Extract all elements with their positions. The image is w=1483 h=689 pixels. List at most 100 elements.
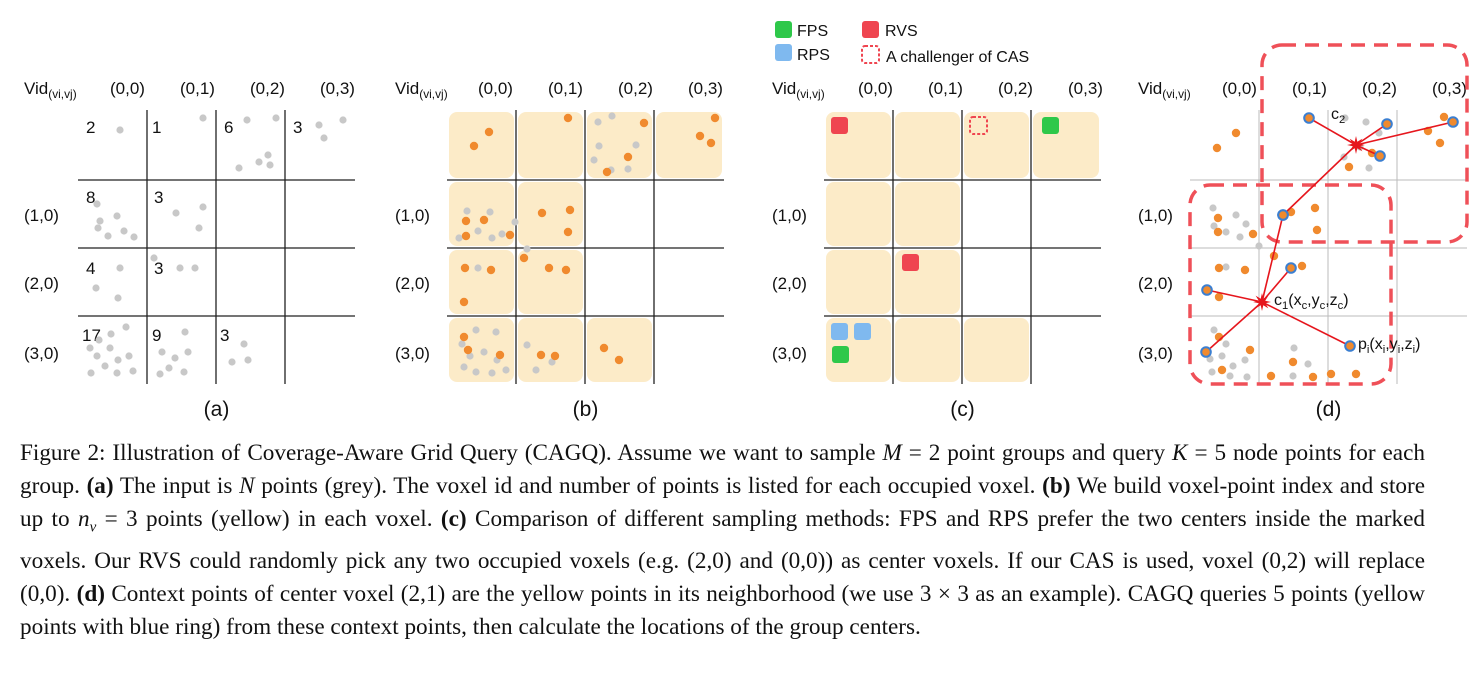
label-pi-part: i [1367, 344, 1370, 356]
grey-point [158, 348, 166, 356]
grey-point [1210, 222, 1218, 230]
grey-point [93, 352, 101, 360]
voxel-count: 3 [154, 188, 163, 207]
yellow-point [623, 152, 633, 162]
yellow-point [519, 253, 529, 263]
vid-header-part: (vi,vj) [796, 87, 824, 101]
label-c2-part: c [1331, 106, 1339, 123]
grey-point [181, 328, 189, 336]
grey-point [180, 368, 188, 376]
grey-point [101, 362, 109, 370]
yellow-point [1245, 345, 1255, 355]
panel-d: Vid(vi,vj) (0,0) (0,1) (0,2) (0,3) (1,0) (2,0… [1138, 79, 1467, 421]
grey-point [458, 340, 466, 348]
grey-point [92, 284, 100, 292]
voxel-count: 4 [86, 259, 95, 278]
yellow-point [1308, 372, 1318, 382]
grey-point [472, 326, 480, 334]
legend-cas-label: A challenger of CAS [886, 49, 1029, 66]
grey-point [624, 165, 632, 173]
yellow-point [563, 113, 573, 123]
rvs-marker [831, 117, 848, 134]
yellow-point [461, 216, 471, 226]
query-point [1285, 262, 1297, 274]
grey-point [460, 363, 468, 371]
query-line [1261, 301, 1351, 347]
grey-point [339, 116, 347, 124]
yellow-point [1326, 369, 1336, 379]
caption-bold-a: (a) [86, 473, 114, 499]
label-c1-part: c [1302, 300, 1308, 312]
grey-point [1304, 360, 1312, 368]
voxel-count: 3 [293, 118, 302, 137]
yellow-point [1351, 369, 1361, 379]
grey-point [104, 232, 112, 240]
yellow-point [639, 118, 649, 128]
vid-header-part: Vid [1138, 79, 1162, 98]
grey-point [1222, 340, 1230, 348]
grey-point [116, 264, 124, 272]
voxel-cell [895, 112, 960, 178]
grey-point [474, 227, 482, 235]
col-label: (0,0) [110, 79, 145, 98]
grey-point [1208, 368, 1216, 376]
yellow-point [459, 332, 469, 342]
yellow-point [599, 343, 609, 353]
group-center-c2 [1347, 136, 1365, 154]
yellow-point [1214, 292, 1224, 302]
label-c1-part: ,z [1325, 292, 1337, 309]
caption-text: = 2 point groups and query [901, 440, 1173, 466]
grey-point [106, 344, 114, 352]
yellow-point [463, 345, 473, 355]
fps-marker [832, 346, 849, 363]
panel-label: (a) [204, 398, 230, 421]
col-label: (0,2) [1362, 79, 1397, 98]
vid-header-part: Vid [395, 79, 419, 98]
label-c1-part: 1 [1282, 300, 1288, 312]
yellow-point [486, 265, 496, 275]
yellow-point [1213, 213, 1223, 223]
grey-point [472, 368, 480, 376]
label-c1-part: ,y [1307, 292, 1319, 309]
label-pi: pi(xi,yi,zi) [1358, 336, 1420, 356]
row-label: (3,0) [24, 344, 59, 363]
label-pi-part: ,z [1400, 336, 1412, 353]
col-label: (0,0) [1222, 79, 1257, 98]
yellow-point [1212, 143, 1222, 153]
label-c1-part: (x [1288, 292, 1301, 309]
label-c1-part: ) [1343, 292, 1348, 309]
row-label: (1,0) [1138, 206, 1173, 225]
grey-point [165, 364, 173, 372]
vid-header-part: Vid [24, 79, 48, 98]
caption-bold-d: (d) [76, 580, 105, 607]
query-point [1381, 118, 1393, 130]
voxel-cell [964, 318, 1029, 382]
caption-text: Comparison of different sampling methods… [20, 506, 1425, 607]
row-label: (2,0) [772, 274, 807, 293]
row-label: (3,0) [772, 344, 807, 363]
grey-point [94, 224, 102, 232]
query-line [1261, 214, 1284, 303]
yellow-point [563, 227, 573, 237]
rvs-marker [902, 254, 919, 271]
grey-point [195, 224, 203, 232]
voxel-cell [449, 250, 514, 314]
col-label: (0,3) [320, 79, 355, 98]
grey-point [243, 116, 251, 124]
voxel-cell [826, 250, 891, 314]
grey-point [129, 367, 137, 375]
col-label: (0,0) [478, 79, 513, 98]
yellow-point [536, 350, 546, 360]
panel-label: (c) [950, 398, 975, 421]
yellow-point [710, 113, 720, 123]
label-c2-part: 2 [1339, 114, 1345, 126]
voxel-cell [656, 112, 722, 178]
legend-rps-label: RPS [797, 47, 830, 64]
voxel-cell [826, 182, 891, 246]
query-point [1201, 284, 1213, 296]
grey-point [466, 352, 474, 360]
grey-point [488, 369, 496, 377]
grey-point [548, 358, 556, 366]
label-c1-part: c [1274, 292, 1282, 309]
yellow-point [1439, 112, 1449, 122]
